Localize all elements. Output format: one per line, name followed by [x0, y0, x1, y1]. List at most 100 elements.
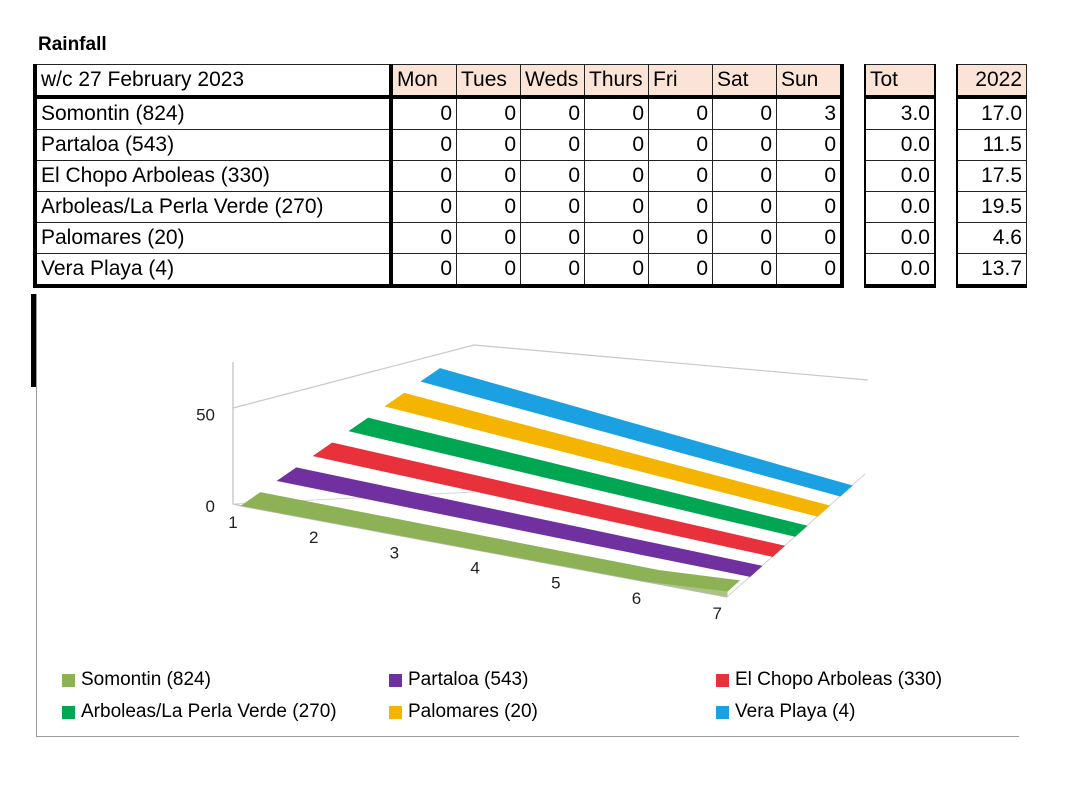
- daily-value: 0: [712, 160, 777, 192]
- total-value: 0.0: [864, 160, 936, 192]
- x-tick-label: 7: [712, 604, 721, 623]
- spacer: [842, 161, 865, 192]
- x-tick-label: 2: [309, 528, 318, 547]
- daily-value: 0: [520, 96, 585, 130]
- daily-value: 0: [648, 96, 713, 130]
- daily-value: 0: [390, 222, 457, 254]
- daily-value: 0: [520, 129, 585, 161]
- series-ribbon: [348, 417, 808, 537]
- daily-value: 0: [520, 160, 585, 192]
- legend-swatch: [62, 705, 75, 719]
- daily-value: 0: [776, 191, 844, 223]
- station-name: Partaloa (543): [33, 129, 393, 161]
- spacer: [842, 192, 865, 223]
- station-name: Vera Playa (4): [33, 253, 393, 288]
- x-tick-label: 1: [228, 513, 237, 532]
- daily-value: 0: [712, 129, 777, 161]
- spacer: [935, 65, 957, 98]
- total-header: Tot: [864, 64, 936, 99]
- daily-value: 0: [648, 253, 713, 288]
- day-header: Weds: [520, 64, 585, 99]
- daily-value: 0: [648, 191, 713, 223]
- year-value: 4.6: [956, 222, 1027, 254]
- daily-value: 0: [584, 160, 649, 192]
- station-name: El Chopo Arboleas (330): [33, 160, 393, 192]
- total-value: 0.0: [864, 191, 936, 223]
- daily-value: 0: [776, 129, 844, 161]
- spacer: [935, 97, 957, 130]
- daily-value: 0: [648, 222, 713, 254]
- total-value: 0.0: [864, 253, 936, 288]
- year-value: 11.5: [956, 129, 1027, 161]
- daily-value: 0: [456, 96, 521, 130]
- spacer: [842, 65, 865, 98]
- daily-value: 0: [776, 253, 844, 288]
- daily-value: 0: [390, 129, 457, 161]
- legend-swatch: [389, 705, 402, 719]
- total-value: 0.0: [864, 222, 936, 254]
- x-tick-label: 3: [390, 543, 399, 562]
- legend-label: Partaloa (543): [408, 669, 529, 690]
- legend-item: El Chopo Arboleas (330): [716, 669, 942, 691]
- total-value: 3.0: [864, 96, 936, 130]
- legend-swatch: [716, 705, 729, 719]
- year-value: 13.7: [956, 253, 1027, 288]
- legend-label: El Chopo Arboleas (330): [735, 669, 943, 690]
- year-value: 17.5: [956, 160, 1027, 192]
- table-border-fragment: [31, 294, 36, 387]
- daily-value: 0: [712, 222, 777, 254]
- station-name: Palomares (20): [33, 222, 393, 254]
- legend-swatch: [716, 673, 729, 687]
- day-header: Sun: [776, 64, 844, 99]
- day-header: Fri: [648, 64, 713, 99]
- daily-value: 0: [456, 191, 521, 223]
- gridline-50: [232, 344, 869, 409]
- series-ribbon: [384, 392, 831, 517]
- day-header: Thurs: [584, 64, 649, 99]
- daily-value: 0: [520, 222, 585, 254]
- daily-value: 3: [776, 96, 844, 130]
- spacer: [935, 254, 957, 287]
- spacer: [935, 130, 957, 161]
- table-row: El Chopo Arboleas (330) 0 0 0 0 0 0 0 0.0 17.5: [33, 160, 1027, 192]
- legend-label: Palomares (20): [408, 701, 538, 722]
- spacer: [935, 192, 957, 223]
- daily-value: 0: [520, 253, 585, 288]
- legend-label: Somontin (824): [81, 669, 211, 690]
- spacer: [842, 254, 865, 287]
- table-header-row: w/c 27 February 2023 Mon Tues Weds Thurs Fri S…: [33, 64, 1027, 99]
- year-value: 19.5: [956, 191, 1027, 223]
- rainfall-table: w/c 27 February 2023 Mon Tues Weds Thurs Fri S…: [33, 64, 1027, 288]
- series-ribbon: [312, 442, 786, 557]
- x-axis-line: [240, 505, 728, 598]
- daily-value: 0: [456, 222, 521, 254]
- daily-value: 0: [584, 253, 649, 288]
- daily-value: 0: [648, 160, 713, 192]
- day-header: Mon: [390, 64, 457, 99]
- year-header: 2022: [956, 64, 1027, 99]
- legend-item: Vera Playa (4): [716, 701, 855, 723]
- spacer: [842, 97, 865, 130]
- daily-value: 0: [776, 222, 844, 254]
- table-row: Arboleas/La Perla Verde (270) 0 0 0 0 0 0 0 0.0 1…: [33, 191, 1027, 223]
- day-header: Tues: [456, 64, 521, 99]
- legend-item: Somontin (824): [62, 669, 211, 691]
- series-ribbon: [240, 492, 741, 592]
- daily-value: 0: [712, 191, 777, 223]
- daily-value: 0: [584, 191, 649, 223]
- daily-value: 0: [456, 253, 521, 288]
- daily-value: 0: [456, 160, 521, 192]
- series-ribbon: [276, 467, 763, 577]
- x-tick-label: 4: [470, 559, 479, 578]
- legend-label: Vera Playa (4): [735, 701, 856, 722]
- station-name: Arboleas/La Perla Verde (270): [33, 191, 393, 223]
- legend-label: Arboleas/La Perla Verde (270): [81, 701, 337, 722]
- table-row: Vera Playa (4) 0 0 0 0 0 0 0 0.0 13.7: [33, 253, 1027, 288]
- x-tick-label: 5: [551, 574, 560, 593]
- daily-value: 0: [390, 253, 457, 288]
- spacer: [842, 223, 865, 254]
- legend-swatch: [389, 673, 402, 687]
- legend-swatch: [62, 673, 75, 687]
- daily-value: 0: [648, 129, 713, 161]
- x-tick-label: 6: [632, 589, 641, 608]
